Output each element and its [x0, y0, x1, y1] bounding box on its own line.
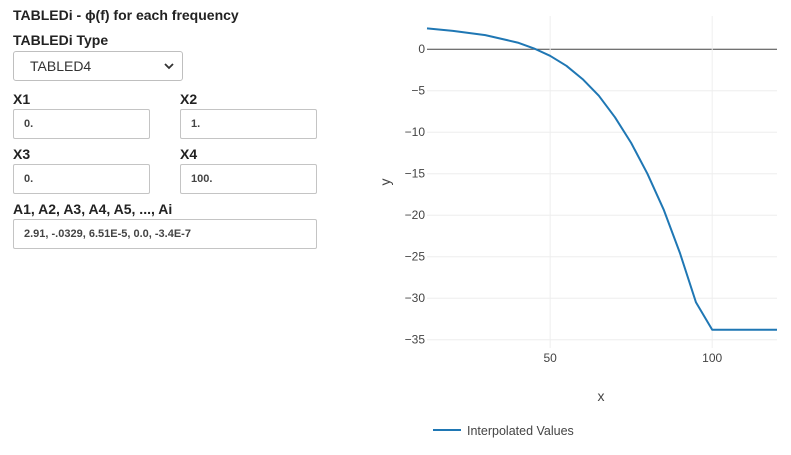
- x4-label: X4: [180, 146, 198, 162]
- y-tick-label: −20: [405, 208, 426, 222]
- legend[interactable]: Interpolated Values: [433, 424, 574, 438]
- series-line: [426, 27, 777, 331]
- chevron-down-icon: [164, 63, 174, 70]
- y-tick-label: −35: [405, 333, 426, 347]
- x-tick-label: 50: [543, 351, 557, 365]
- x4-field[interactable]: 100.: [180, 164, 317, 194]
- coefficients-label: A1, A2, A3, A4, A5, ..., Ai: [13, 201, 173, 217]
- x1-label: X1: [13, 91, 31, 107]
- x-tick-label: 100: [702, 351, 722, 365]
- y-tick-label: −5: [411, 84, 425, 98]
- x3-field[interactable]: 0.: [13, 164, 150, 194]
- x-axis-label: x: [598, 388, 605, 404]
- legend-label: Interpolated Values: [467, 424, 574, 438]
- x3-label: X3: [13, 146, 31, 162]
- chart-grid: [427, 16, 777, 348]
- y-tick-label: −25: [405, 250, 426, 264]
- y-axis-label: y: [377, 179, 393, 186]
- chart-series: [426, 27, 777, 331]
- y-tick-label: −15: [405, 167, 426, 181]
- chart-axes: 0 −5 −10 −15 −20 −25 −30 −35 50 100: [405, 42, 723, 365]
- coefficients-field[interactable]: 2.91, -.0329, 6.51E-5, 0.0, -3.4E-7: [13, 219, 317, 249]
- x1-field[interactable]: 0.: [13, 109, 150, 139]
- y-tick-label: 0: [418, 42, 425, 56]
- x2-label: X2: [180, 91, 198, 107]
- page-title: TABLEDi - ϕ(f) for each frequency: [13, 7, 239, 23]
- y-tick-label: −10: [405, 125, 426, 139]
- type-label: TABLEDi Type: [13, 32, 109, 48]
- tabled-type-value: TABLED4: [30, 58, 92, 74]
- y-tick-label: −30: [405, 291, 426, 305]
- tabled-type-select[interactable]: TABLED4: [13, 51, 183, 81]
- x2-field[interactable]: 1.: [180, 109, 317, 139]
